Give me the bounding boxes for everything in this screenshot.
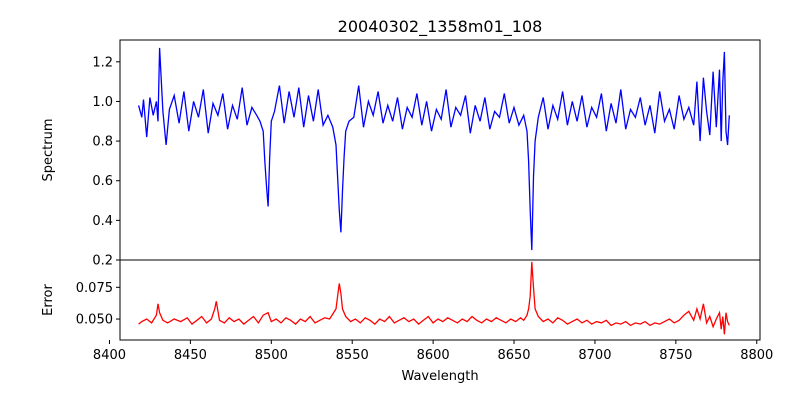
error-y-tick-label: 0.075 bbox=[76, 281, 113, 296]
x-tick-label: 8400 bbox=[93, 348, 126, 363]
x-tick-label: 8650 bbox=[497, 348, 530, 363]
spectrum-y-ticks: 0.2 0.4 0.6 0.8 1.0 1.2 bbox=[92, 55, 120, 269]
spectrum-y-tick-label: 1.2 bbox=[92, 55, 113, 70]
x-tick-label: 8800 bbox=[740, 348, 773, 363]
spectrum-y-tick-label: 0.4 bbox=[92, 214, 113, 229]
chart-title: 20040302_1358m01_108 bbox=[338, 17, 543, 37]
spectrum-y-tick-label: 0.6 bbox=[92, 174, 113, 189]
error-series bbox=[138, 261, 730, 335]
spectrum-y-tick-label: 0.8 bbox=[92, 135, 113, 150]
x-tick-label: 8550 bbox=[336, 348, 369, 363]
spectrum-axes-frame bbox=[119, 39, 761, 261]
x-tick-label: 8750 bbox=[659, 348, 692, 363]
error-y-axis-label: Error bbox=[41, 284, 56, 316]
x-tick-label: 8600 bbox=[417, 348, 450, 363]
error-axes-frame bbox=[119, 259, 761, 341]
x-axis-label: Wavelength bbox=[401, 369, 478, 384]
spectrum-y-axis-label: Spectrum bbox=[41, 119, 56, 182]
x-tick-label: 8700 bbox=[578, 348, 611, 363]
spectrum-y-tick-label: 0.2 bbox=[92, 254, 113, 269]
error-y-ticks: 0.050 0.075 bbox=[76, 281, 120, 328]
wavelength-x-ticks: 8400 8450 8500 8550 8600 8650 8700 8750 8800 bbox=[93, 340, 773, 363]
x-tick-label: 8450 bbox=[174, 348, 207, 363]
error-line bbox=[138, 261, 730, 335]
spectrum-y-tick-label: 1.0 bbox=[92, 95, 113, 110]
spectrum-panel: 0.2 0.4 0.6 0.8 1.0 1.2 Spectrum bbox=[41, 39, 761, 269]
spectrum-line bbox=[137, 47, 730, 251]
spectrum-series bbox=[137, 47, 730, 251]
x-tick-label: 8500 bbox=[255, 348, 288, 363]
error-y-tick-label: 0.050 bbox=[76, 313, 113, 328]
